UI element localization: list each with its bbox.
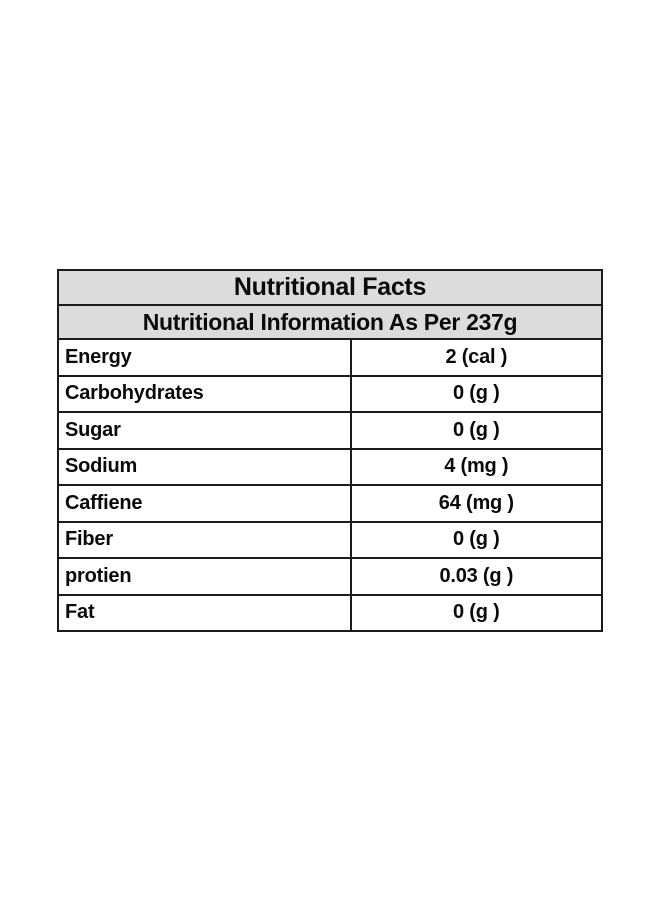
row-value: 0 (g ) [453, 382, 500, 405]
table-title: Nutritional Facts [59, 271, 601, 306]
row-label: Carbohydrates [59, 376, 352, 411]
table-row: Fat 0 (g ) [59, 595, 601, 630]
row-value: 2 (cal ) [445, 345, 508, 368]
table-row: Energy 2 (cal ) [59, 340, 601, 377]
row-label: Sodium [59, 449, 352, 484]
nutrition-facts-table: Nutritional Facts Nutritional Informatio… [57, 269, 603, 632]
row-value: 0 (g ) [453, 601, 500, 624]
table-row: protien 0.03 (g ) [59, 559, 601, 596]
table-row: Fiber 0 (g ) [59, 522, 601, 559]
row-label: protien [59, 559, 352, 594]
table-subtitle: Nutritional Information As Per 237g [59, 306, 601, 340]
row-label: Fat [59, 595, 352, 630]
row-label: Sugar [59, 413, 352, 448]
row-value: 4 (mg ) [444, 455, 509, 478]
row-label: Energy [59, 340, 352, 375]
row-label: Caffiene [59, 486, 352, 521]
table-row: Caffiene 64 (mg ) [59, 486, 601, 523]
row-label: Fiber [59, 522, 352, 557]
row-value: 0 (g ) [453, 418, 500, 441]
table-row: Sugar 0 (g ) [59, 413, 601, 450]
table-row: Sodium 4 (mg ) [59, 449, 601, 486]
row-value: 0 (g ) [453, 528, 500, 551]
table-row: Carbohydrates 0 (g ) [59, 376, 601, 413]
row-value: 0.03 (g ) [439, 564, 514, 587]
row-value: 64 (mg ) [438, 491, 514, 514]
